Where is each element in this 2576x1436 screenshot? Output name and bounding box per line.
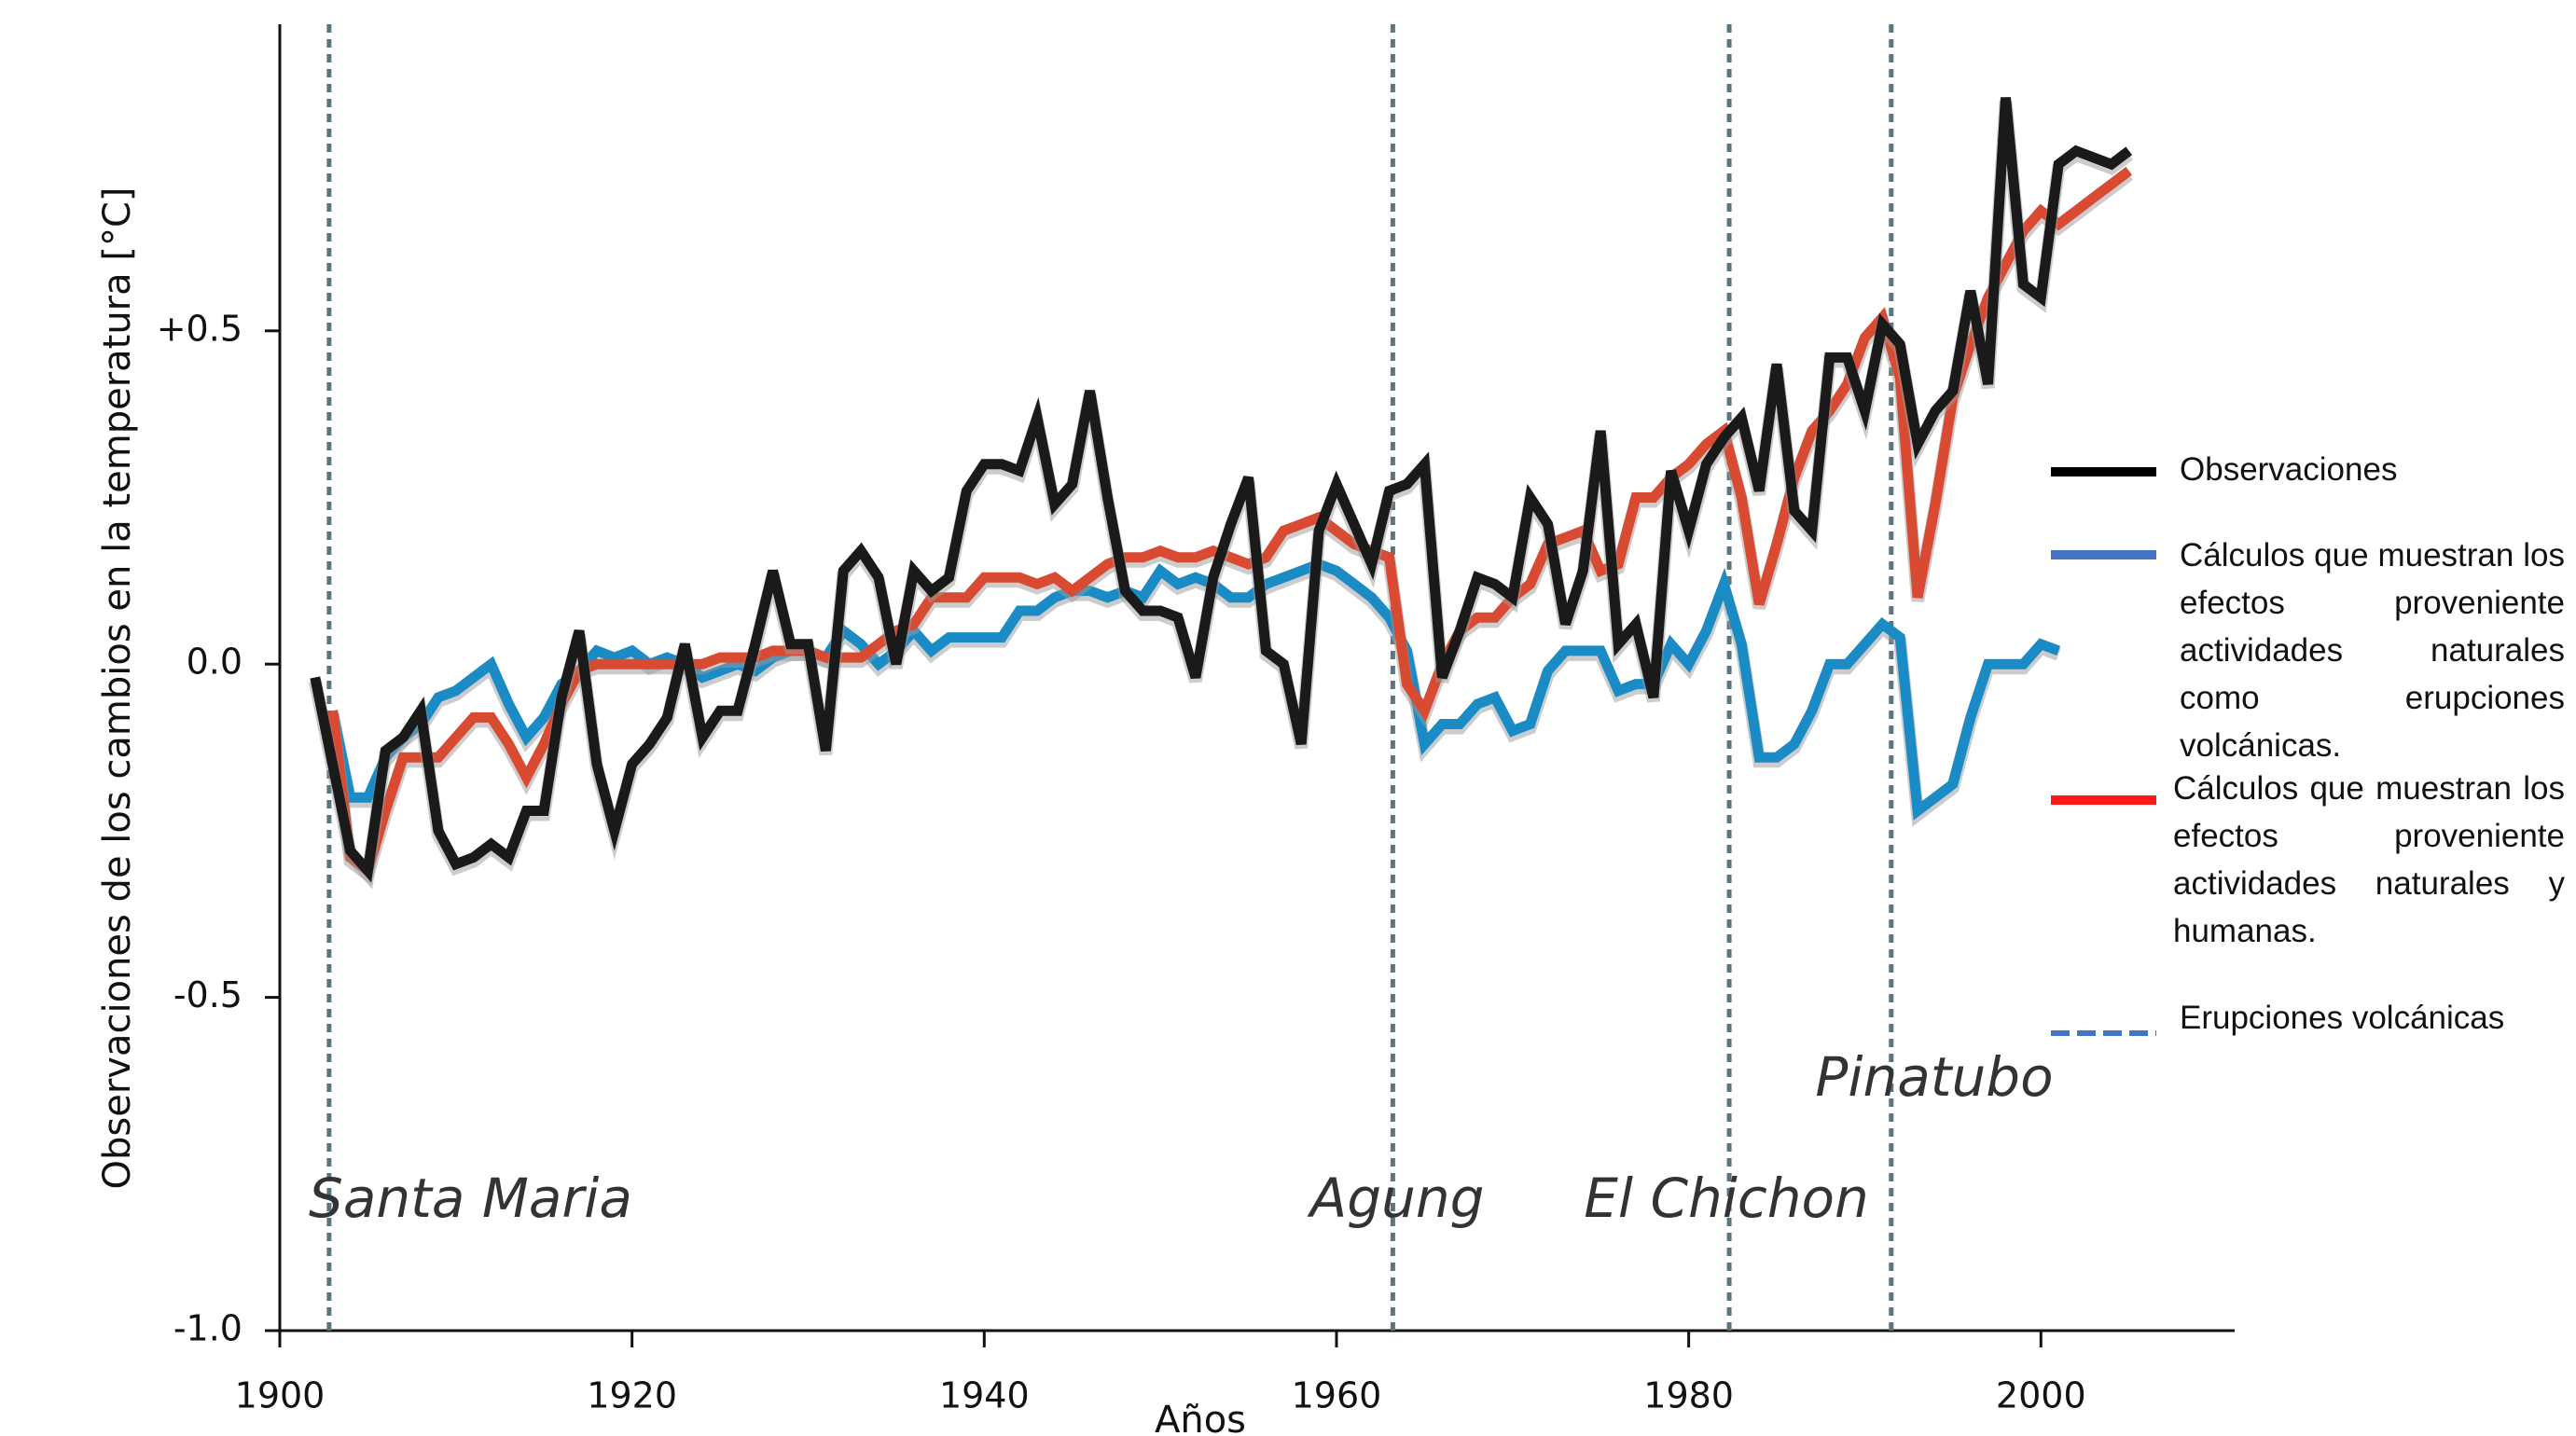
legend-swatch — [2051, 467, 2156, 476]
x-tick-label: 1900 — [235, 1375, 325, 1416]
line — [310, 97, 2133, 883]
y-tick-label: -1.0 — [173, 1308, 242, 1349]
eruption-label: Pinatubo — [1815, 1045, 2053, 1109]
line-shadow — [308, 100, 2133, 890]
y-tick-label: -0.5 — [173, 974, 242, 1015]
eruption-label: Santa Maria — [309, 1167, 632, 1230]
legend-label: Erupciones volcánicas — [2180, 1000, 2505, 1036]
legend-label: Observaciones — [2180, 451, 2398, 488]
legend-label: Cálculos que muestran los efectos proven… — [2173, 770, 2565, 949]
legend-label: Cálculos que muestran los efectos proven… — [2180, 537, 2565, 764]
x-tick-label: 1920 — [587, 1375, 677, 1416]
x-tick-label: 2000 — [1996, 1375, 2086, 1416]
eruption-label: Agung — [1307, 1167, 1485, 1230]
x-tick-label: 1980 — [1643, 1375, 1734, 1416]
x-tick-label: 1960 — [1292, 1375, 1382, 1416]
line — [327, 559, 2061, 821]
legend-swatch — [2051, 795, 2156, 805]
x-axis-label: Años — [1155, 1399, 1246, 1436]
legend-swatch — [2051, 550, 2156, 559]
y-axis-label: Observaciones de los cambios en la tempe… — [96, 187, 139, 1190]
eruption-label: El Chichon — [1584, 1167, 1868, 1230]
y-tick-label: +0.5 — [157, 308, 242, 349]
y-tick-label: 0.0 — [187, 642, 242, 683]
x-tick-label: 1940 — [939, 1375, 1030, 1416]
legend-swatch — [2051, 1030, 2156, 1036]
